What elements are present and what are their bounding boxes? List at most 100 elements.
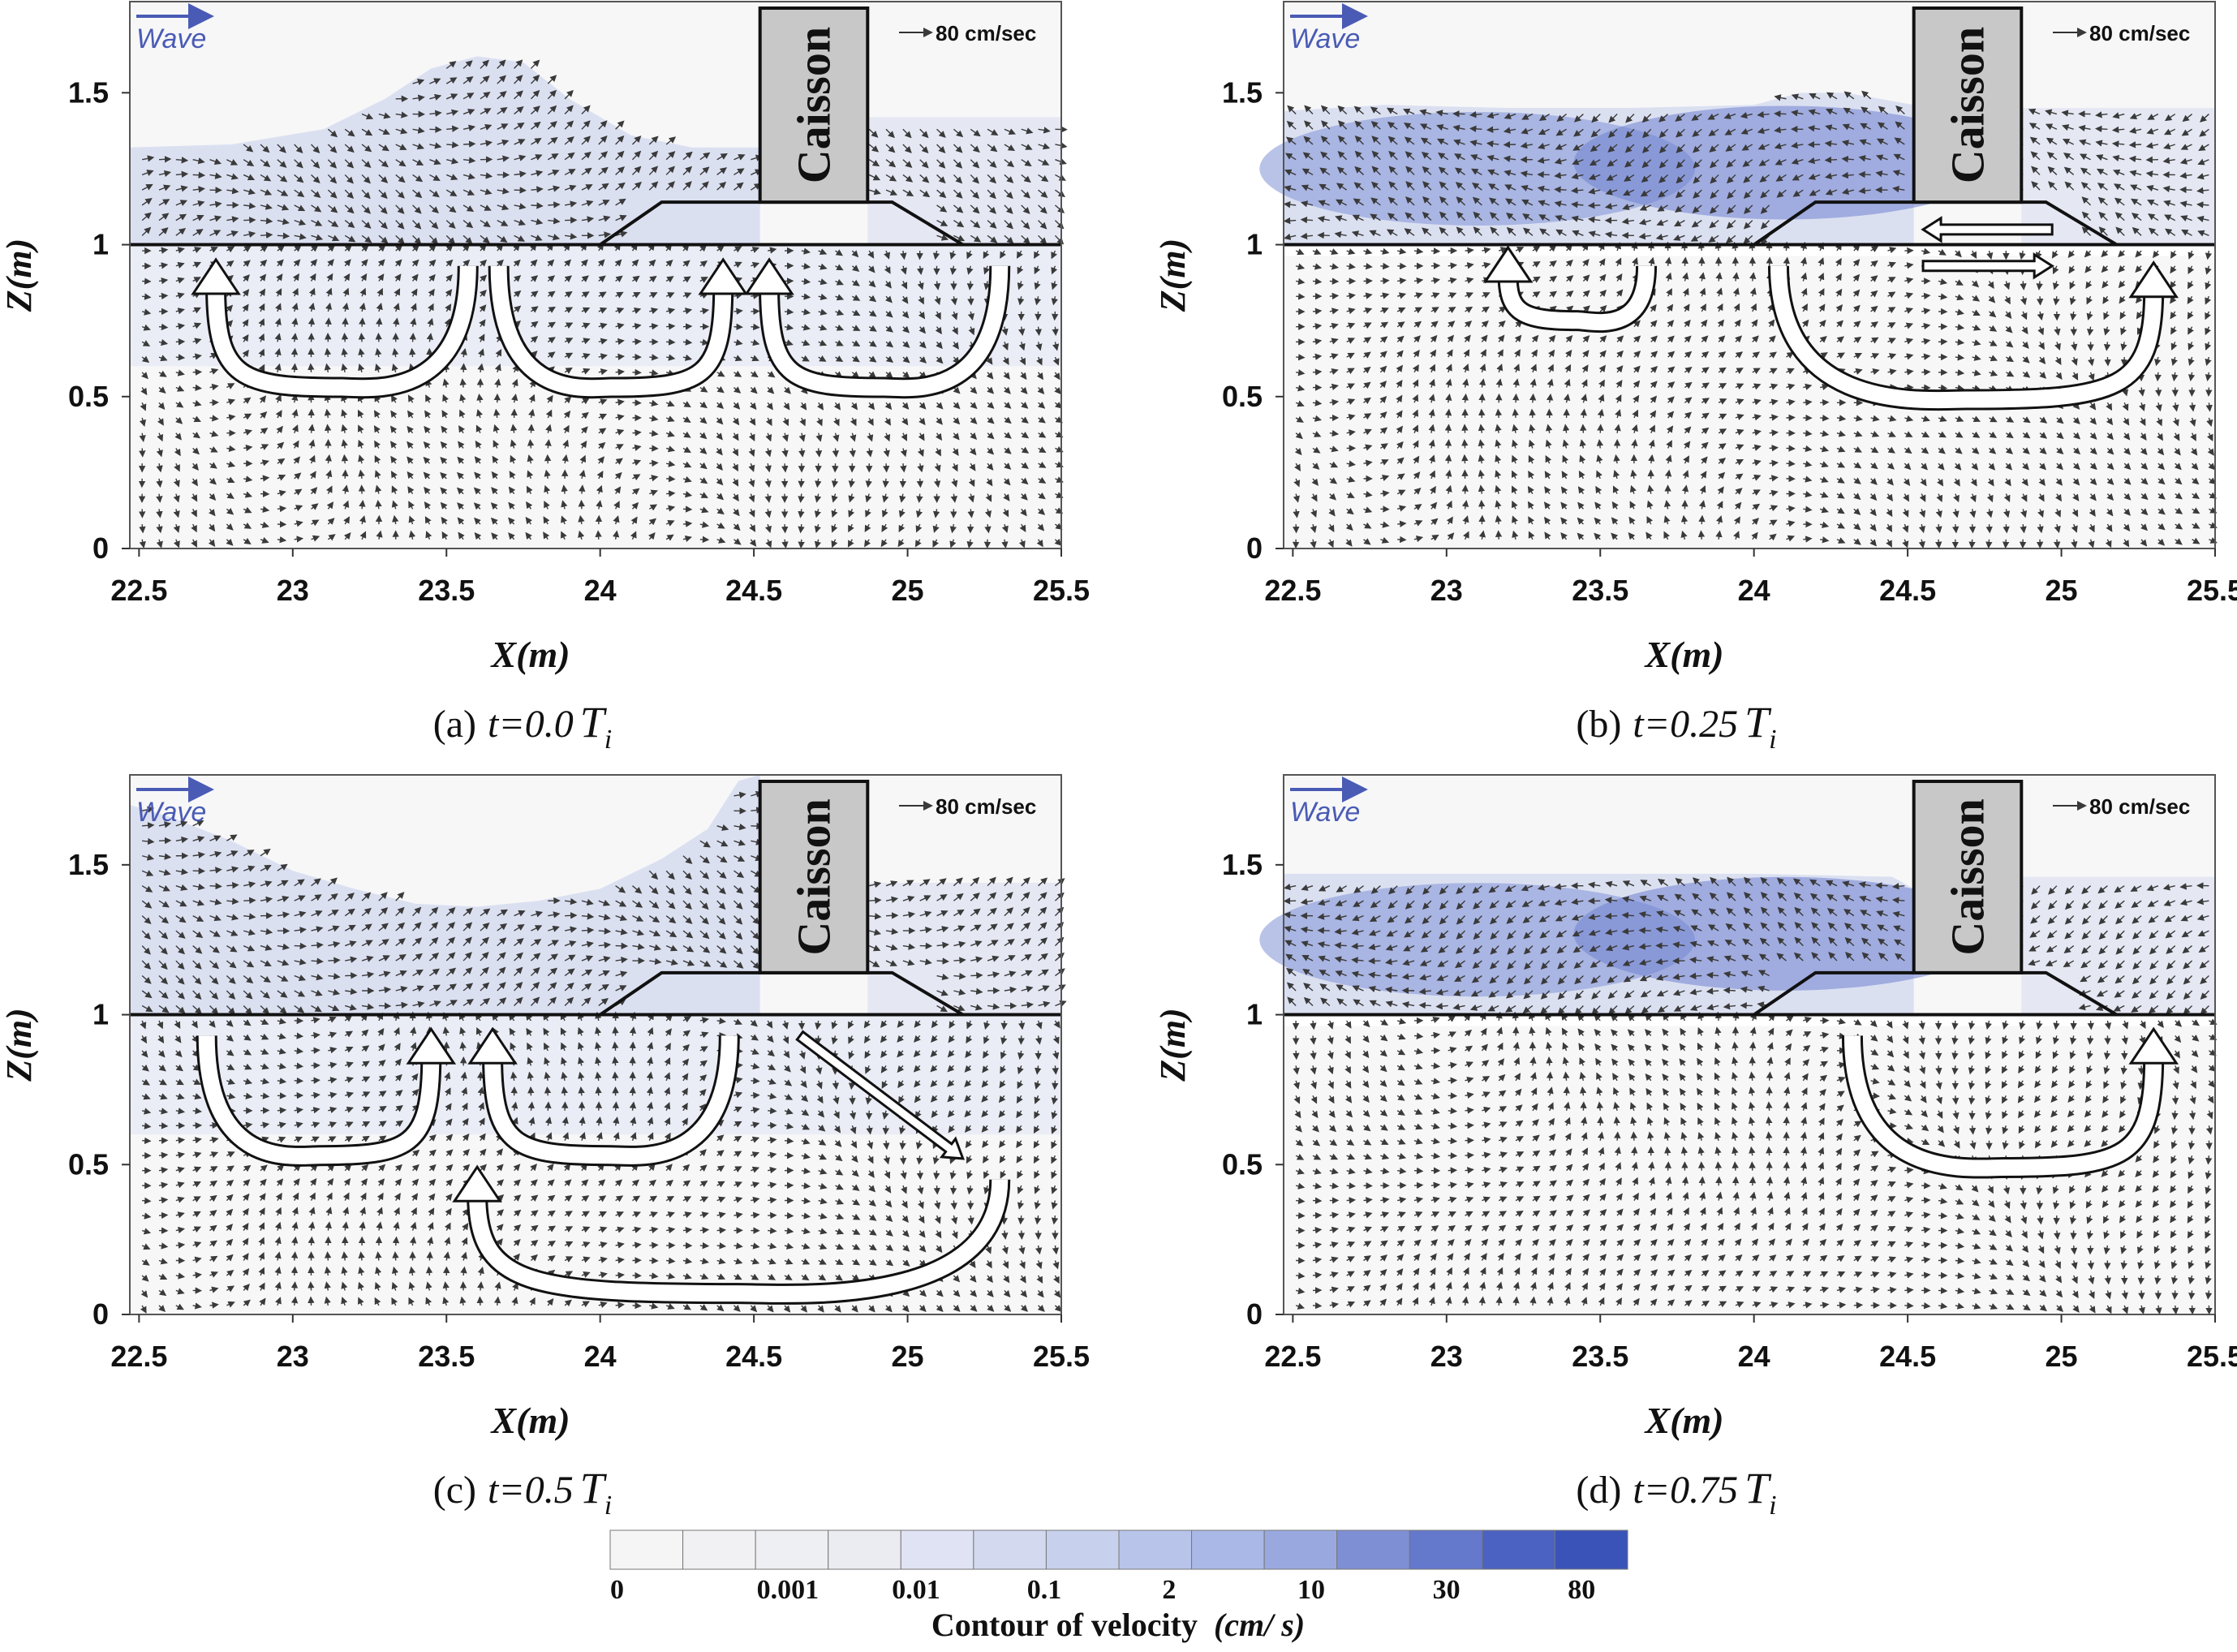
velocity-vector: [632, 368, 642, 376]
velocity-vector: [1052, 311, 1059, 321]
velocity-vector: [950, 1200, 957, 1210]
velocity-vector: [1495, 408, 1503, 419]
velocity-vector: [2154, 387, 2162, 397]
caption-time: t=0.5: [488, 1469, 574, 1512]
caption-time: t=0.0: [488, 703, 574, 746]
velocity-vector: [1786, 414, 1796, 422]
velocity-vector: [1296, 354, 1306, 361]
velocity-vector: [1469, 125, 1482, 132]
velocity-vector: [949, 1185, 957, 1195]
velocity-vector: [716, 1032, 727, 1039]
velocity-vector: [392, 1236, 400, 1246]
velocity-vector: [1820, 415, 1830, 422]
velocity-vector: [595, 530, 602, 540]
velocity-vector: [308, 1281, 315, 1291]
velocity-vector: [1444, 424, 1452, 433]
velocity-vector: [425, 1266, 433, 1276]
velocity-vector: [595, 1086, 602, 1096]
velocity-vector: [1968, 523, 1977, 534]
velocity-vector: [1554, 186, 1567, 193]
y-tick-label: 0.5: [1222, 380, 1263, 413]
wave-label: Wave: [1290, 24, 1360, 54]
velocity-vector: [666, 475, 676, 483]
velocity-vector: [629, 1041, 636, 1051]
y-tick-label: 1: [1246, 228, 1263, 261]
water-back-region: [2021, 876, 2215, 1015]
velocity-vector: [1312, 1211, 1323, 1220]
velocity-vector: [1465, 1121, 1474, 1129]
y-tick-label: 1.5: [68, 75, 109, 109]
velocity-vector: [1444, 439, 1452, 449]
velocity-vector: [2002, 539, 2010, 549]
panel-background: [1284, 775, 2215, 1314]
velocity-vector: [1448, 1167, 1458, 1174]
velocity-vector: [666, 490, 676, 497]
velocity-vector: [716, 1242, 727, 1250]
velocity-vector: [1052, 1065, 1059, 1075]
velocity-vector: [751, 323, 760, 331]
y-tick-label: 1.5: [1222, 75, 1263, 109]
velocity-vector: [899, 1140, 906, 1151]
x-tick-label: 23.5: [1572, 574, 1628, 607]
y-tick-label: 1: [92, 998, 109, 1031]
velocity-vector: [612, 1026, 619, 1036]
velocity-vector: [886, 912, 899, 919]
velocity-vector: [1597, 424, 1604, 433]
velocity-vector: [311, 1077, 320, 1084]
velocity-vector: [476, 1071, 484, 1081]
x-axis-label: X(m): [1643, 634, 1723, 675]
y-tick-label: 0: [92, 531, 109, 565]
y-axis-label: Z(m): [0, 239, 39, 312]
velocity-vector: [1413, 1167, 1424, 1175]
velocity-vector: [1418, 1001, 1431, 1009]
velocity-vector: [916, 493, 923, 503]
velocity-vector: [1035, 311, 1042, 321]
velocity-vector: [1300, 216, 1314, 224]
velocity-vector: [294, 1062, 304, 1069]
velocity-vector: [548, 201, 561, 209]
x-tick-label: 25.5: [2187, 574, 2237, 607]
velocity-vector: [682, 505, 693, 513]
wave-label: Wave: [136, 797, 206, 828]
velocity-vector: [1296, 293, 1306, 300]
wave-label: Wave: [136, 24, 206, 54]
velocity-vector: [1786, 445, 1796, 452]
velocity-vector: [2095, 125, 2108, 133]
velocity-vector: [1312, 308, 1323, 315]
velocity-vector: [936, 957, 949, 965]
velocity-vector: [666, 323, 676, 330]
velocity-vector: [1346, 1182, 1357, 1190]
velocity-vector: [1786, 460, 1796, 467]
velocity-vector: [294, 1077, 304, 1085]
velocity-vector: [1529, 408, 1536, 419]
velocity-vector: [733, 323, 743, 331]
velocity-vector: [1486, 126, 1499, 133]
velocity-vector: [649, 459, 659, 467]
velocity-vector: [2053, 539, 2061, 549]
velocity-vector: [899, 1155, 907, 1165]
x-tick-label: 24: [584, 574, 617, 607]
velocity-vector: [341, 454, 349, 464]
scale-label: 80 cm/sec: [936, 21, 1036, 45]
velocity-vector: [751, 1077, 760, 1085]
velocity-vector: [869, 897, 882, 904]
caption-prefix: (b): [1576, 703, 1621, 746]
velocity-vector: [612, 1101, 620, 1111]
velocity-vector: [1283, 217, 1297, 225]
caption-period: T: [580, 698, 608, 746]
velocity-vector: [883, 463, 890, 473]
x-tick-label: 22.5: [110, 1340, 167, 1373]
caption-subscript: i: [604, 1491, 612, 1521]
velocity-vector: [429, 126, 442, 133]
velocity-vector: [629, 1086, 636, 1096]
x-tick-label: 23.5: [418, 1340, 475, 1373]
velocity-vector: [1317, 231, 1330, 239]
velocity-vector: [1587, 201, 1601, 209]
velocity-vector: [277, 1107, 287, 1114]
x-tick-label: 24: [584, 1340, 617, 1373]
velocity-vector: [2104, 357, 2111, 367]
velocity-vector: [324, 1251, 332, 1261]
velocity-vector: [751, 1091, 760, 1099]
velocity-vector: [632, 429, 642, 437]
velocity-vector: [1858, 170, 1871, 179]
